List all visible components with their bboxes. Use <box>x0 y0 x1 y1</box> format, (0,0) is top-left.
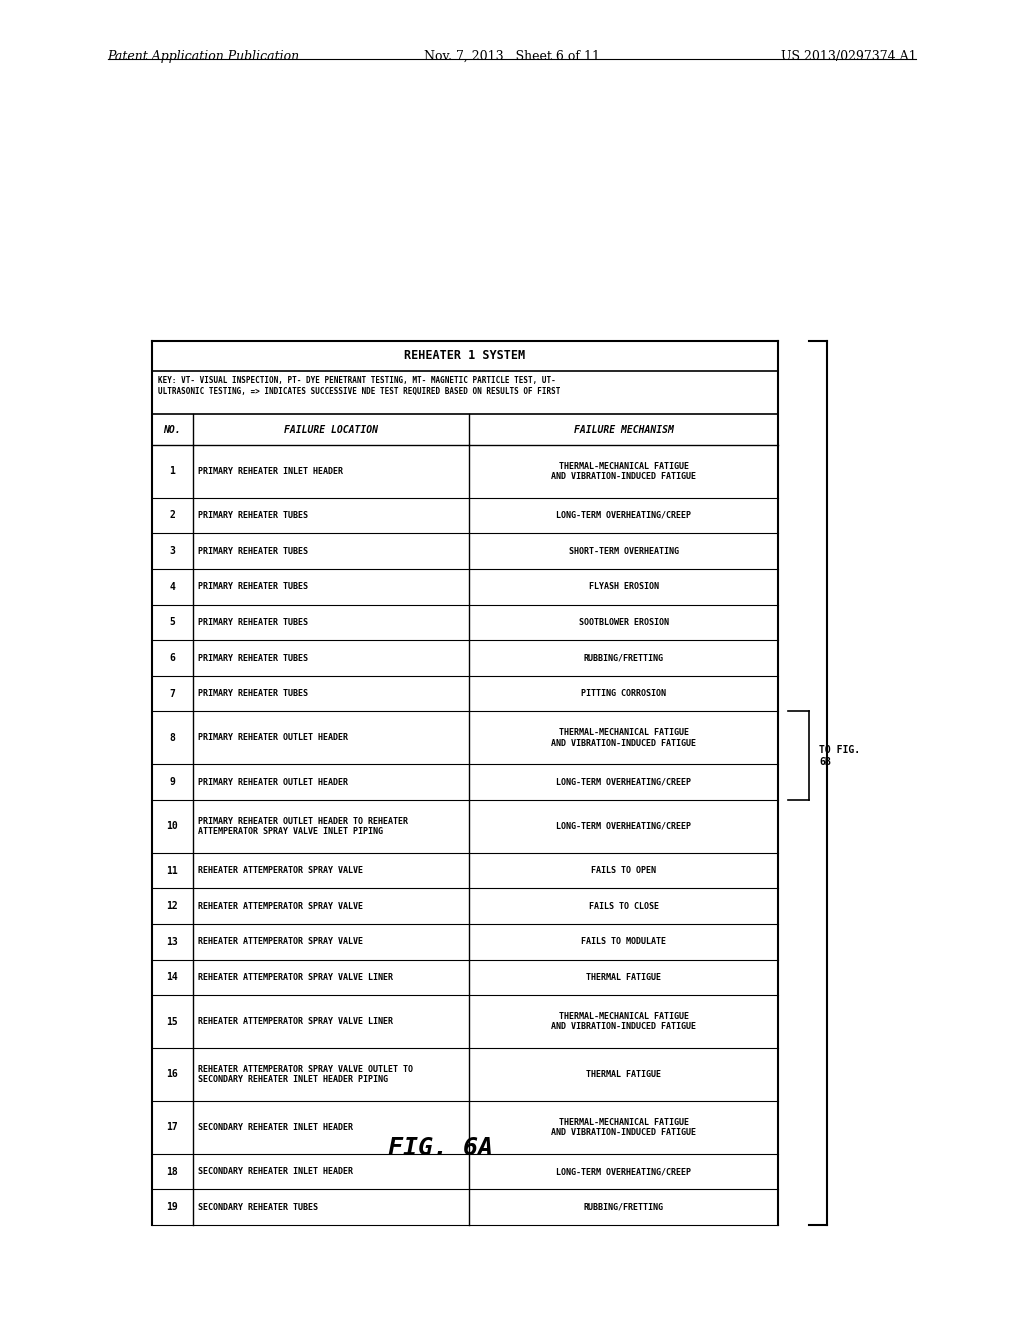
Text: Patent Application Publication: Patent Application Publication <box>108 50 300 63</box>
Text: PRIMARY REHEATER OUTLET HEADER: PRIMARY REHEATER OUTLET HEADER <box>198 734 347 742</box>
Text: FAILS TO CLOSE: FAILS TO CLOSE <box>589 902 658 911</box>
Text: 1: 1 <box>169 466 175 477</box>
Text: SHORT-TERM OVERHEATING: SHORT-TERM OVERHEATING <box>568 546 679 556</box>
Text: 7: 7 <box>169 689 175 698</box>
Text: PRIMARY REHEATER OUTLET HEADER TO REHEATER
ATTEMPERATOR SPRAY VALVE INLET PIPING: PRIMARY REHEATER OUTLET HEADER TO REHEAT… <box>198 817 408 836</box>
Text: PRIMARY REHEATER INLET HEADER: PRIMARY REHEATER INLET HEADER <box>198 467 343 475</box>
Text: 3: 3 <box>169 546 175 556</box>
Text: 14: 14 <box>166 973 178 982</box>
Text: LONG-TERM OVERHEATING/CREEP: LONG-TERM OVERHEATING/CREEP <box>556 1167 691 1176</box>
Text: 12: 12 <box>166 902 178 911</box>
Text: LONG-TERM OVERHEATING/CREEP: LONG-TERM OVERHEATING/CREEP <box>556 511 691 520</box>
Text: 16: 16 <box>166 1069 178 1080</box>
Text: 13: 13 <box>166 937 178 946</box>
Text: FLYASH EROSION: FLYASH EROSION <box>589 582 658 591</box>
Text: US 2013/0297374 A1: US 2013/0297374 A1 <box>781 50 916 63</box>
Text: FAILURE LOCATION: FAILURE LOCATION <box>284 425 378 434</box>
Text: THERMAL FATIGUE: THERMAL FATIGUE <box>586 973 662 982</box>
Text: PRIMARY REHEATER TUBES: PRIMARY REHEATER TUBES <box>198 689 307 698</box>
Text: 17: 17 <box>166 1122 178 1133</box>
Text: NO.: NO. <box>163 425 181 434</box>
Text: PRIMARY REHEATER TUBES: PRIMARY REHEATER TUBES <box>198 582 307 591</box>
Text: TO FIG.
6B: TO FIG. 6B <box>819 744 860 767</box>
Text: 2: 2 <box>169 511 175 520</box>
Text: 10: 10 <box>166 821 178 832</box>
Text: RUBBING/FRETTING: RUBBING/FRETTING <box>584 653 664 663</box>
Text: 5: 5 <box>169 618 175 627</box>
Text: PRIMARY REHEATER TUBES: PRIMARY REHEATER TUBES <box>198 546 307 556</box>
Text: REHEATER ATTEMPERATOR SPRAY VALVE: REHEATER ATTEMPERATOR SPRAY VALVE <box>198 866 362 875</box>
Text: PRIMARY REHEATER TUBES: PRIMARY REHEATER TUBES <box>198 618 307 627</box>
Text: PRIMARY REHEATER TUBES: PRIMARY REHEATER TUBES <box>198 511 307 520</box>
Text: REHEATER ATTEMPERATOR SPRAY VALVE: REHEATER ATTEMPERATOR SPRAY VALVE <box>198 902 362 911</box>
Text: KEY: VT- VISUAL INSPECTION, PT- DYE PENETRANT TESTING, MT- MAGNETIC PARTICLE TES: KEY: VT- VISUAL INSPECTION, PT- DYE PENE… <box>158 376 560 396</box>
Text: 18: 18 <box>166 1167 178 1176</box>
Text: SECONDARY REHEATER INLET HEADER: SECONDARY REHEATER INLET HEADER <box>198 1167 352 1176</box>
Text: THERMAL FATIGUE: THERMAL FATIGUE <box>586 1071 662 1078</box>
Text: 4: 4 <box>169 582 175 591</box>
Text: THERMAL-MECHANICAL FATIGUE
AND VIBRATION-INDUCED FATIGUE: THERMAL-MECHANICAL FATIGUE AND VIBRATION… <box>551 1118 696 1137</box>
Text: 19: 19 <box>166 1203 178 1212</box>
Text: 9: 9 <box>169 777 175 787</box>
Text: REHEATER ATTEMPERATOR SPRAY VALVE LINER: REHEATER ATTEMPERATOR SPRAY VALVE LINER <box>198 973 392 982</box>
Text: REHEATER ATTEMPERATOR SPRAY VALVE: REHEATER ATTEMPERATOR SPRAY VALVE <box>198 937 362 946</box>
Text: RUBBING/FRETTING: RUBBING/FRETTING <box>584 1203 664 1212</box>
Text: LONG-TERM OVERHEATING/CREEP: LONG-TERM OVERHEATING/CREEP <box>556 777 691 787</box>
Text: FAILURE MECHANISM: FAILURE MECHANISM <box>573 425 674 434</box>
Text: FAILS TO OPEN: FAILS TO OPEN <box>591 866 656 875</box>
Text: REHEATER ATTEMPERATOR SPRAY VALVE OUTLET TO
SECONDARY REHEATER INLET HEADER PIPI: REHEATER ATTEMPERATOR SPRAY VALVE OUTLET… <box>198 1065 413 1084</box>
Text: THERMAL-MECHANICAL FATIGUE
AND VIBRATION-INDUCED FATIGUE: THERMAL-MECHANICAL FATIGUE AND VIBRATION… <box>551 729 696 747</box>
Text: 8: 8 <box>169 733 175 743</box>
Text: 11: 11 <box>166 866 178 875</box>
Text: SOOTBLOWER EROSION: SOOTBLOWER EROSION <box>579 618 669 627</box>
Text: LONG-TERM OVERHEATING/CREEP: LONG-TERM OVERHEATING/CREEP <box>556 822 691 830</box>
Text: REHEATER 1 SYSTEM: REHEATER 1 SYSTEM <box>404 350 525 362</box>
Text: FIG. 6A: FIG. 6A <box>388 1137 493 1160</box>
Text: REHEATER ATTEMPERATOR SPRAY VALVE LINER: REHEATER ATTEMPERATOR SPRAY VALVE LINER <box>198 1018 392 1026</box>
Text: PITTING CORROSION: PITTING CORROSION <box>581 689 667 698</box>
Text: SECONDARY REHEATER INLET HEADER: SECONDARY REHEATER INLET HEADER <box>198 1123 352 1131</box>
Text: 15: 15 <box>166 1016 178 1027</box>
Text: PRIMARY REHEATER OUTLET HEADER: PRIMARY REHEATER OUTLET HEADER <box>198 777 347 787</box>
Text: THERMAL-MECHANICAL FATIGUE
AND VIBRATION-INDUCED FATIGUE: THERMAL-MECHANICAL FATIGUE AND VIBRATION… <box>551 1012 696 1031</box>
Text: SECONDARY REHEATER TUBES: SECONDARY REHEATER TUBES <box>198 1203 317 1212</box>
Text: FAILS TO MODULATE: FAILS TO MODULATE <box>581 937 667 946</box>
Text: Nov. 7, 2013   Sheet 6 of 11: Nov. 7, 2013 Sheet 6 of 11 <box>424 50 600 63</box>
Text: 6: 6 <box>169 653 175 663</box>
Text: THERMAL-MECHANICAL FATIGUE
AND VIBRATION-INDUCED FATIGUE: THERMAL-MECHANICAL FATIGUE AND VIBRATION… <box>551 462 696 480</box>
Text: PRIMARY REHEATER TUBES: PRIMARY REHEATER TUBES <box>198 653 307 663</box>
